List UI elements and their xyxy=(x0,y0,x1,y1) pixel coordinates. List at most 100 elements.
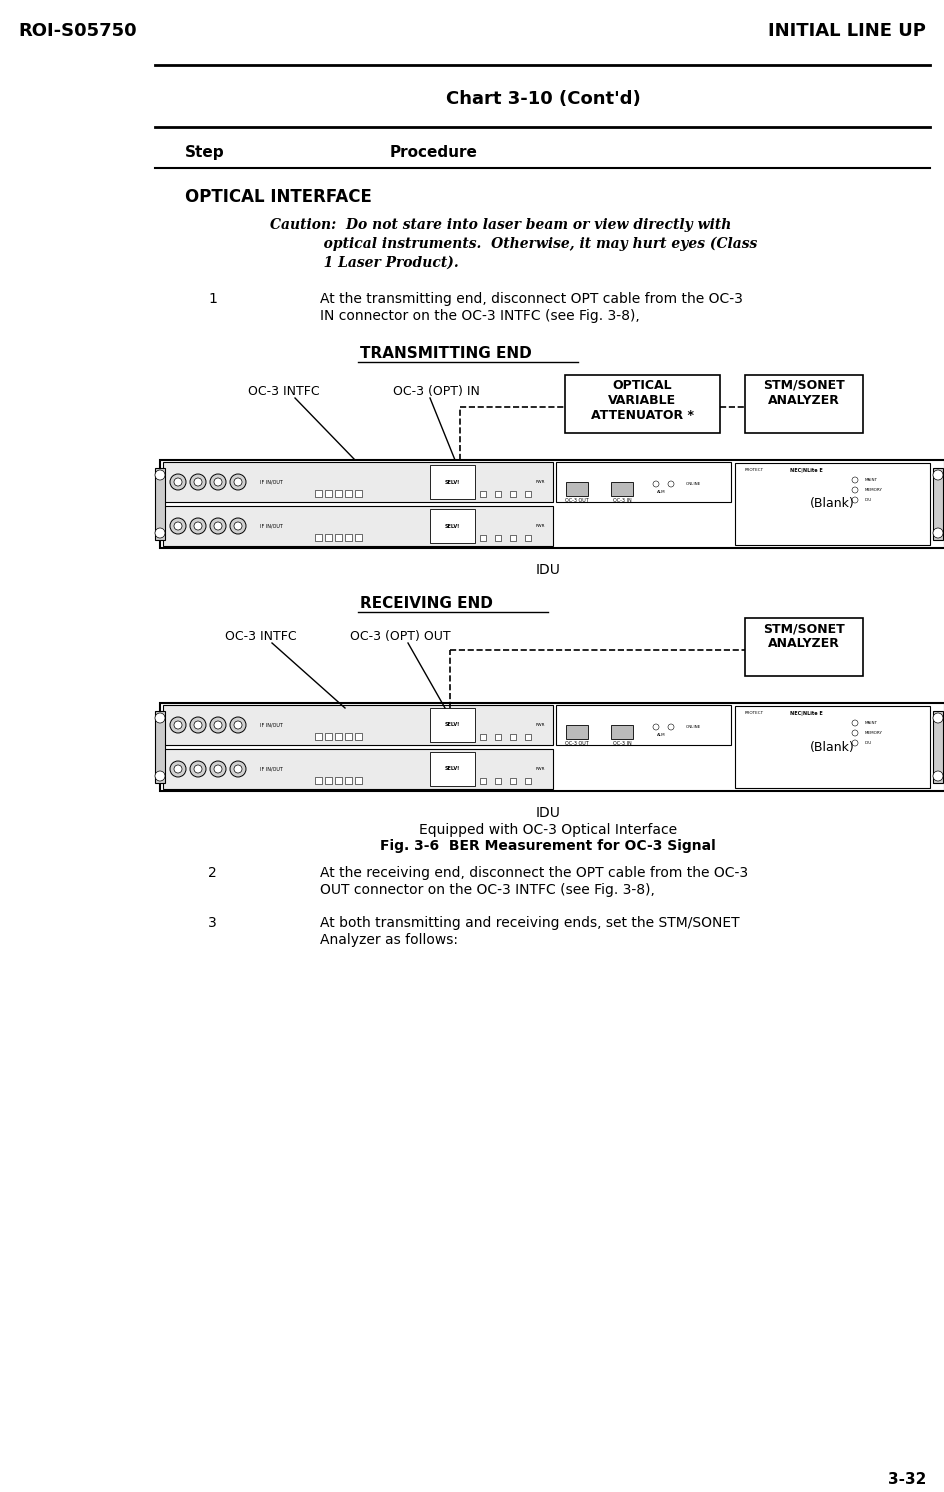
Bar xyxy=(510,777,516,783)
Bar xyxy=(345,489,352,497)
Bar xyxy=(325,534,332,542)
Bar xyxy=(556,463,731,501)
Text: OC-3 INTFC: OC-3 INTFC xyxy=(225,630,296,643)
Circle shape xyxy=(230,518,246,534)
Text: PROTECT: PROTECT xyxy=(745,712,764,715)
Text: (Blank): (Blank) xyxy=(810,497,854,510)
Bar xyxy=(325,733,332,740)
Text: OC-3 INTFC: OC-3 INTFC xyxy=(248,385,320,398)
Bar xyxy=(355,777,362,783)
Circle shape xyxy=(155,713,165,724)
Circle shape xyxy=(170,474,186,489)
Bar xyxy=(163,506,553,546)
Bar xyxy=(155,712,165,783)
Bar xyxy=(335,534,342,542)
Circle shape xyxy=(210,518,226,534)
Circle shape xyxy=(194,522,202,530)
Circle shape xyxy=(155,528,165,539)
Bar xyxy=(480,536,486,542)
Circle shape xyxy=(174,765,182,773)
Text: IF IN/OUT: IF IN/OUT xyxy=(260,722,283,728)
Bar xyxy=(525,536,531,542)
Bar xyxy=(566,482,588,495)
Circle shape xyxy=(214,477,222,486)
Bar xyxy=(315,733,322,740)
Bar xyxy=(430,752,475,786)
Bar xyxy=(355,534,362,542)
Text: RECEIVING END: RECEIVING END xyxy=(360,595,493,612)
Text: IF IN/OUT: IF IN/OUT xyxy=(260,524,283,528)
Bar xyxy=(525,491,531,497)
Circle shape xyxy=(933,713,943,724)
Bar xyxy=(510,491,516,497)
Bar xyxy=(480,491,486,497)
Circle shape xyxy=(653,480,659,486)
Text: OUT connector on the OC-3 INTFC (see Fig. 3-8),: OUT connector on the OC-3 INTFC (see Fig… xyxy=(320,883,655,897)
Bar xyxy=(163,706,553,745)
Text: IDU: IDU xyxy=(535,562,561,577)
Text: At the receiving end, disconnect the OPT cable from the OC-3: At the receiving end, disconnect the OPT… xyxy=(320,865,749,880)
Text: Chart 3-10 (Cont'd): Chart 3-10 (Cont'd) xyxy=(446,90,640,107)
Circle shape xyxy=(852,486,858,492)
Text: (Blank): (Blank) xyxy=(810,740,854,753)
Text: Procedure: Procedure xyxy=(390,145,478,160)
Text: 2: 2 xyxy=(208,865,217,880)
Bar xyxy=(735,463,930,545)
Circle shape xyxy=(170,761,186,777)
Text: IDU: IDU xyxy=(535,806,561,821)
Text: ALM: ALM xyxy=(657,733,666,737)
Circle shape xyxy=(234,477,242,486)
Circle shape xyxy=(194,721,202,730)
Circle shape xyxy=(230,718,246,733)
Text: IF IN/OUT: IF IN/OUT xyxy=(260,479,283,485)
Text: At the transmitting end, disconnect OPT cable from the OC-3: At the transmitting end, disconnect OPT … xyxy=(320,292,743,306)
Bar xyxy=(315,777,322,783)
Text: Analyzer as follows:: Analyzer as follows: xyxy=(320,932,458,947)
Bar xyxy=(163,463,553,501)
Text: MAINT: MAINT xyxy=(865,721,878,725)
Text: PWR: PWR xyxy=(535,767,545,771)
Bar xyxy=(160,460,944,548)
Bar xyxy=(430,466,475,498)
Text: PWR: PWR xyxy=(535,524,545,528)
Bar xyxy=(355,733,362,740)
Bar xyxy=(480,734,486,740)
Bar xyxy=(933,712,943,783)
Circle shape xyxy=(210,474,226,489)
Bar xyxy=(565,374,720,433)
Bar xyxy=(163,749,553,789)
Bar xyxy=(345,534,352,542)
Circle shape xyxy=(230,761,246,777)
Text: PWR: PWR xyxy=(535,724,545,727)
Circle shape xyxy=(234,721,242,730)
Bar xyxy=(495,734,501,740)
Text: INITIAL LINE UP: INITIAL LINE UP xyxy=(768,22,926,40)
Bar xyxy=(566,725,588,739)
Circle shape xyxy=(190,518,206,534)
Text: optical instruments.  Otherwise, it may hurt eyes (Class: optical instruments. Otherwise, it may h… xyxy=(270,237,757,251)
Text: IDU: IDU xyxy=(865,742,872,745)
Text: Step: Step xyxy=(185,145,225,160)
Bar xyxy=(525,777,531,783)
Text: OPTICAL INTERFACE: OPTICAL INTERFACE xyxy=(185,188,372,206)
Bar xyxy=(345,777,352,783)
Text: SELV!: SELV! xyxy=(445,722,460,728)
Circle shape xyxy=(214,522,222,530)
Text: OPTICAL
VARIABLE
ATTENUATOR *: OPTICAL VARIABLE ATTENUATOR * xyxy=(591,379,694,422)
Bar xyxy=(510,734,516,740)
Bar xyxy=(355,489,362,497)
Circle shape xyxy=(852,730,858,736)
Circle shape xyxy=(174,477,182,486)
Bar xyxy=(325,777,332,783)
Circle shape xyxy=(933,528,943,539)
Circle shape xyxy=(170,518,186,534)
Text: OC-3 (OPT) OUT: OC-3 (OPT) OUT xyxy=(350,630,450,643)
Bar xyxy=(325,489,332,497)
Bar xyxy=(315,489,322,497)
Bar xyxy=(155,468,165,540)
Text: Fig. 3-6  BER Measurement for OC-3 Signal: Fig. 3-6 BER Measurement for OC-3 Signal xyxy=(380,839,716,853)
Bar xyxy=(160,703,944,791)
Circle shape xyxy=(933,470,943,480)
Circle shape xyxy=(170,718,186,733)
Text: MEMORY: MEMORY xyxy=(865,488,883,492)
